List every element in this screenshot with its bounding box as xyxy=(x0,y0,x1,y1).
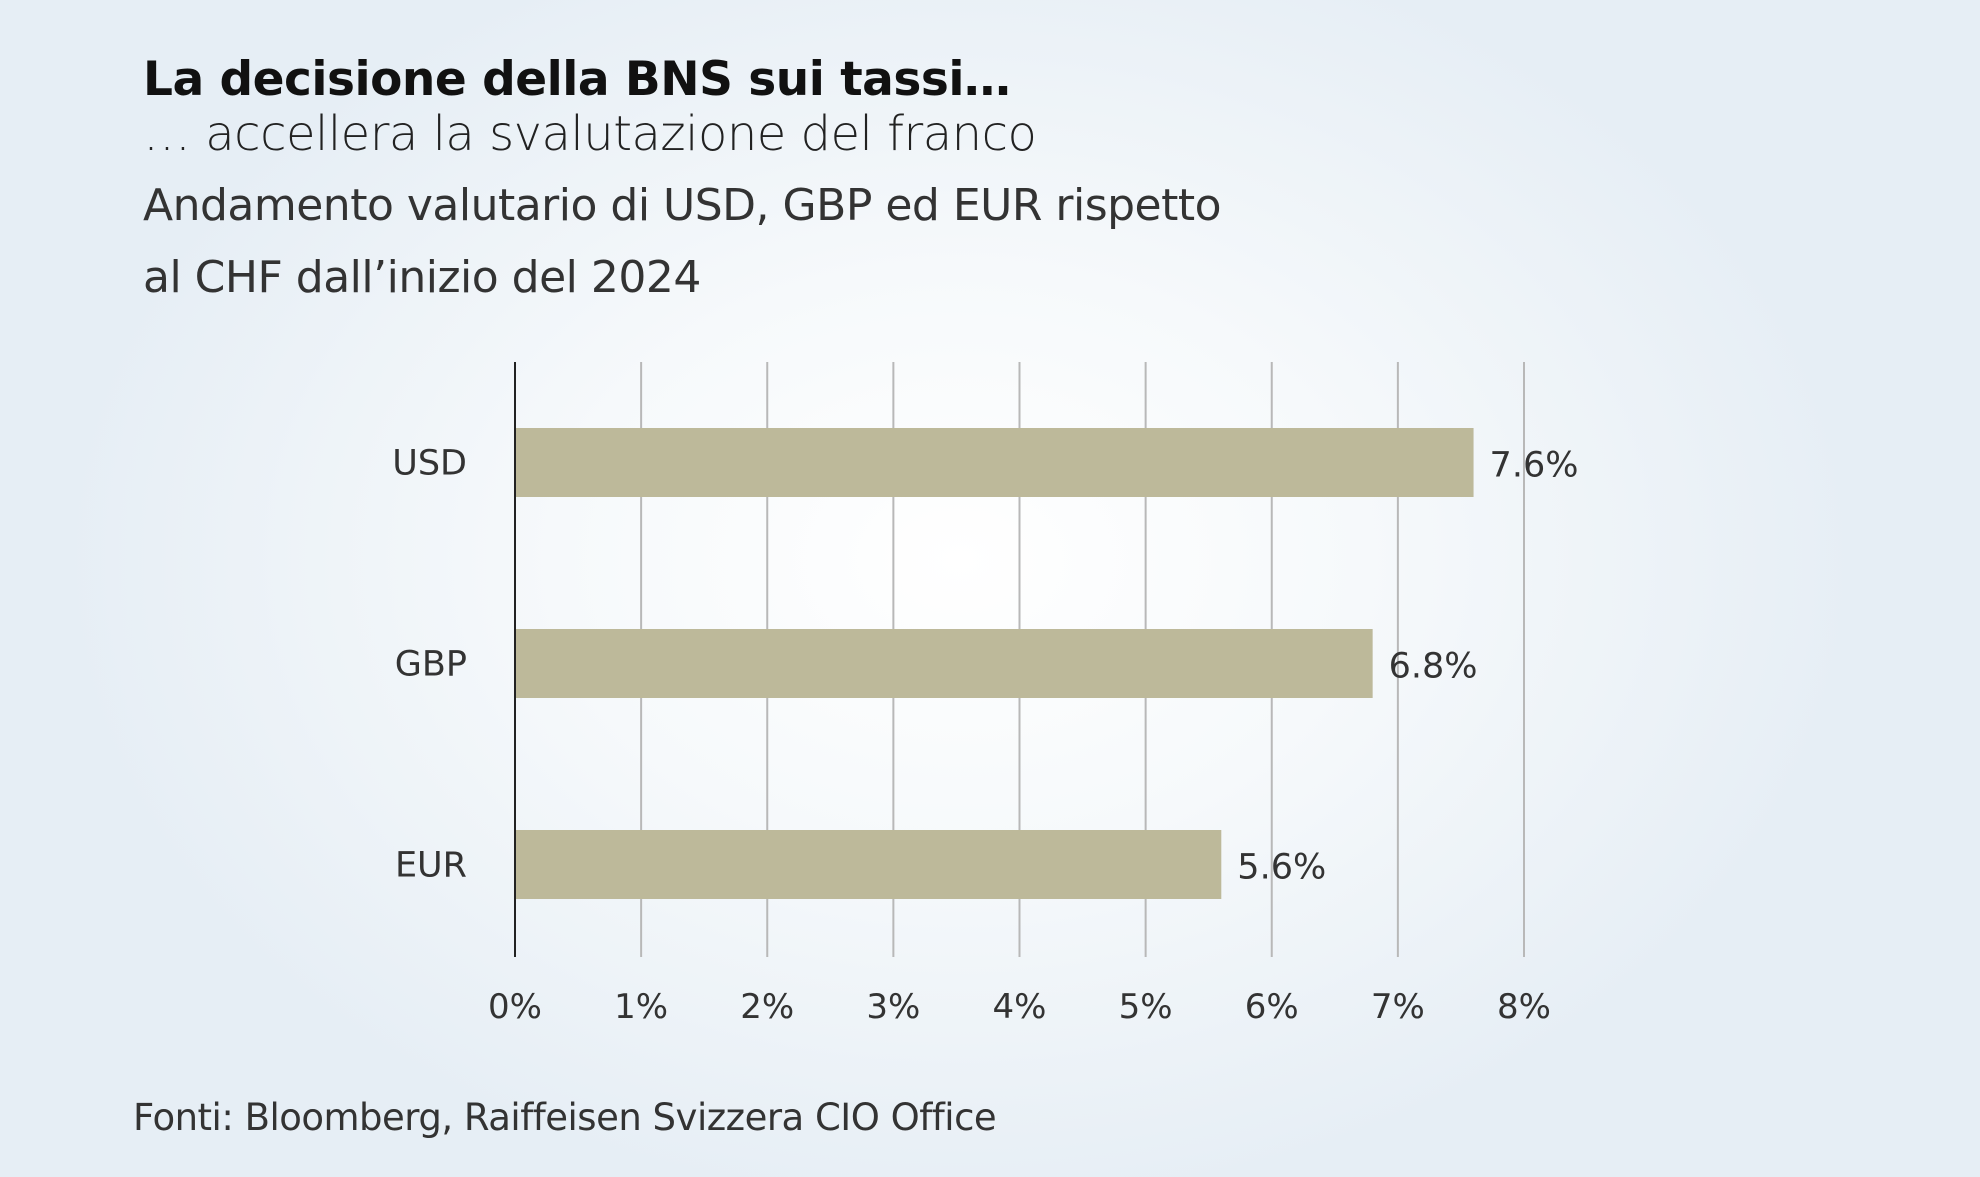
bar-usd xyxy=(515,428,1474,497)
x-tick-label: 2% xyxy=(740,987,794,1027)
chart-title: La decisione della BNS sui tassi… xyxy=(143,52,1011,107)
category-label: USD xyxy=(392,444,467,484)
x-tick-label: 6% xyxy=(1245,987,1299,1027)
source-note: Fonti: Bloomberg, Raiffeisen Svizzera CI… xyxy=(133,1096,997,1139)
x-tick-label: 3% xyxy=(866,987,920,1027)
data-label: 5.6% xyxy=(1237,848,1326,888)
x-tick-label: 4% xyxy=(993,987,1047,1027)
x-tick-label: 8% xyxy=(1497,987,1551,1027)
x-tick-label: 5% xyxy=(1119,987,1173,1027)
chart-description-line-1: Andamento valutario di USD, GBP ed EUR r… xyxy=(143,180,1222,231)
x-tick-label: 7% xyxy=(1371,987,1425,1027)
x-tick-label: 1% xyxy=(614,987,668,1027)
x-tick-label: 0% xyxy=(488,987,542,1027)
data-label: 7.6% xyxy=(1490,446,1579,486)
bar-gbp xyxy=(515,629,1373,698)
category-label: EUR xyxy=(395,846,467,886)
bar-eur xyxy=(515,830,1222,899)
chart-description-line-2: al CHF dall’inizio del 2024 xyxy=(143,252,701,303)
chart-subtitle: … accellera la svalutazione del franco xyxy=(143,106,1037,162)
category-label: GBP xyxy=(395,645,467,685)
data-label: 6.8% xyxy=(1389,647,1478,687)
